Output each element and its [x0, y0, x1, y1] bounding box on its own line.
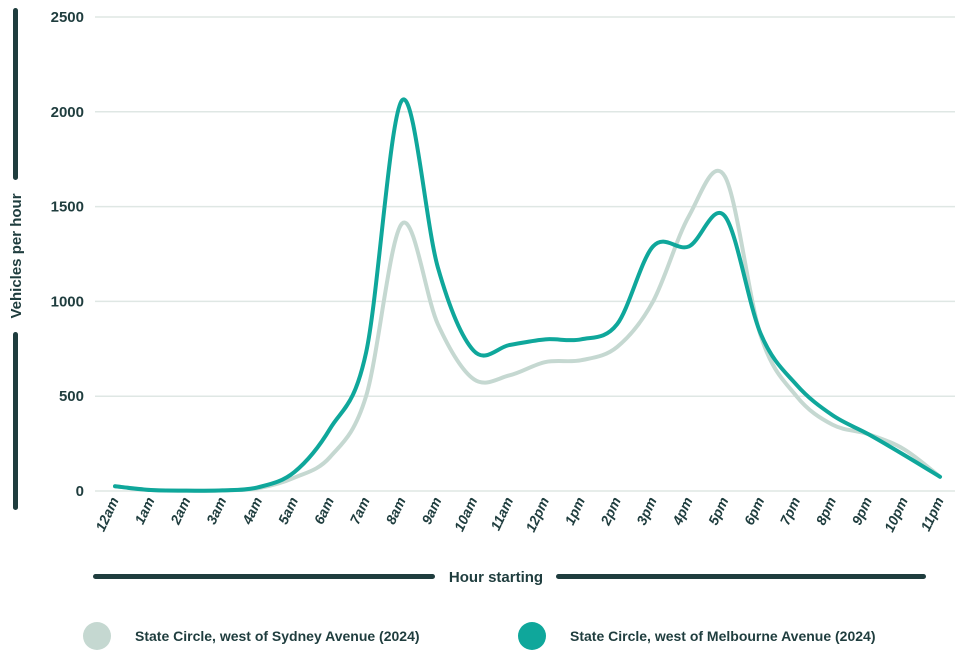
- x-tick-label: 5am: [275, 495, 301, 527]
- x-tick-label: 11am: [487, 495, 516, 533]
- x-tick-label: 3am: [203, 495, 229, 527]
- series-line-1: [113, 97, 942, 493]
- legend-item-sydney: State Circle, west of Sydney Avenue (202…: [83, 622, 420, 650]
- x-tick-label: 12pm: [522, 495, 552, 535]
- y-tick-label: 2500: [51, 9, 84, 26]
- y-tick-label: 2000: [51, 104, 84, 121]
- x-tick-label: 8pm: [812, 495, 839, 528]
- y-axis-bar-top: [13, 8, 18, 180]
- legend-item-melbourne: State Circle, west of Melbourne Avenue (…: [518, 622, 876, 650]
- legend-swatch: [83, 622, 111, 650]
- legend-label: State Circle, west of Melbourne Avenue (…: [570, 628, 876, 644]
- x-tick-label: 7am: [346, 495, 372, 527]
- x-tick-label: 1pm: [561, 495, 588, 528]
- y-tick-label: 1500: [51, 199, 84, 216]
- x-tick-label: 7pm: [777, 495, 804, 528]
- x-tick-label: 5pm: [705, 495, 732, 528]
- x-tick-label: 2pm: [597, 495, 624, 529]
- x-tick-label: 6am: [311, 495, 337, 527]
- x-axis-bar-right: [556, 574, 926, 579]
- x-tick-label: 11pm: [917, 495, 947, 534]
- y-tick-label: 500: [59, 388, 84, 405]
- series-line-0: [113, 168, 942, 493]
- x-tick-label: 9pm: [848, 495, 875, 528]
- y-axis-bar-bottom: [13, 332, 18, 510]
- y-tick-label: 0: [76, 483, 84, 500]
- x-tick-label: 3pm: [633, 495, 660, 528]
- x-tick-label: 9am: [418, 495, 444, 527]
- y-axis-title: Vehicles per hour: [8, 193, 25, 318]
- legend-label: State Circle, west of Sydney Avenue (202…: [135, 628, 420, 644]
- x-tick-label: 4pm: [669, 495, 696, 529]
- y-tick-label: 1000: [51, 293, 84, 310]
- x-tick-label: 12am: [92, 495, 122, 534]
- legend-swatch: [518, 622, 546, 650]
- x-tick-label: 10pm: [881, 495, 911, 535]
- x-tick-label: 10am: [451, 495, 481, 534]
- x-axis-title: Hour starting: [449, 569, 543, 586]
- x-tick-label: 8am: [382, 495, 408, 527]
- x-tick-label: 2am: [167, 495, 194, 528]
- x-tick-label: 1am: [131, 495, 157, 527]
- x-tick-label: 6pm: [741, 495, 768, 528]
- x-tick-label: 4am: [238, 495, 265, 528]
- x-axis-bar-left: [93, 574, 435, 579]
